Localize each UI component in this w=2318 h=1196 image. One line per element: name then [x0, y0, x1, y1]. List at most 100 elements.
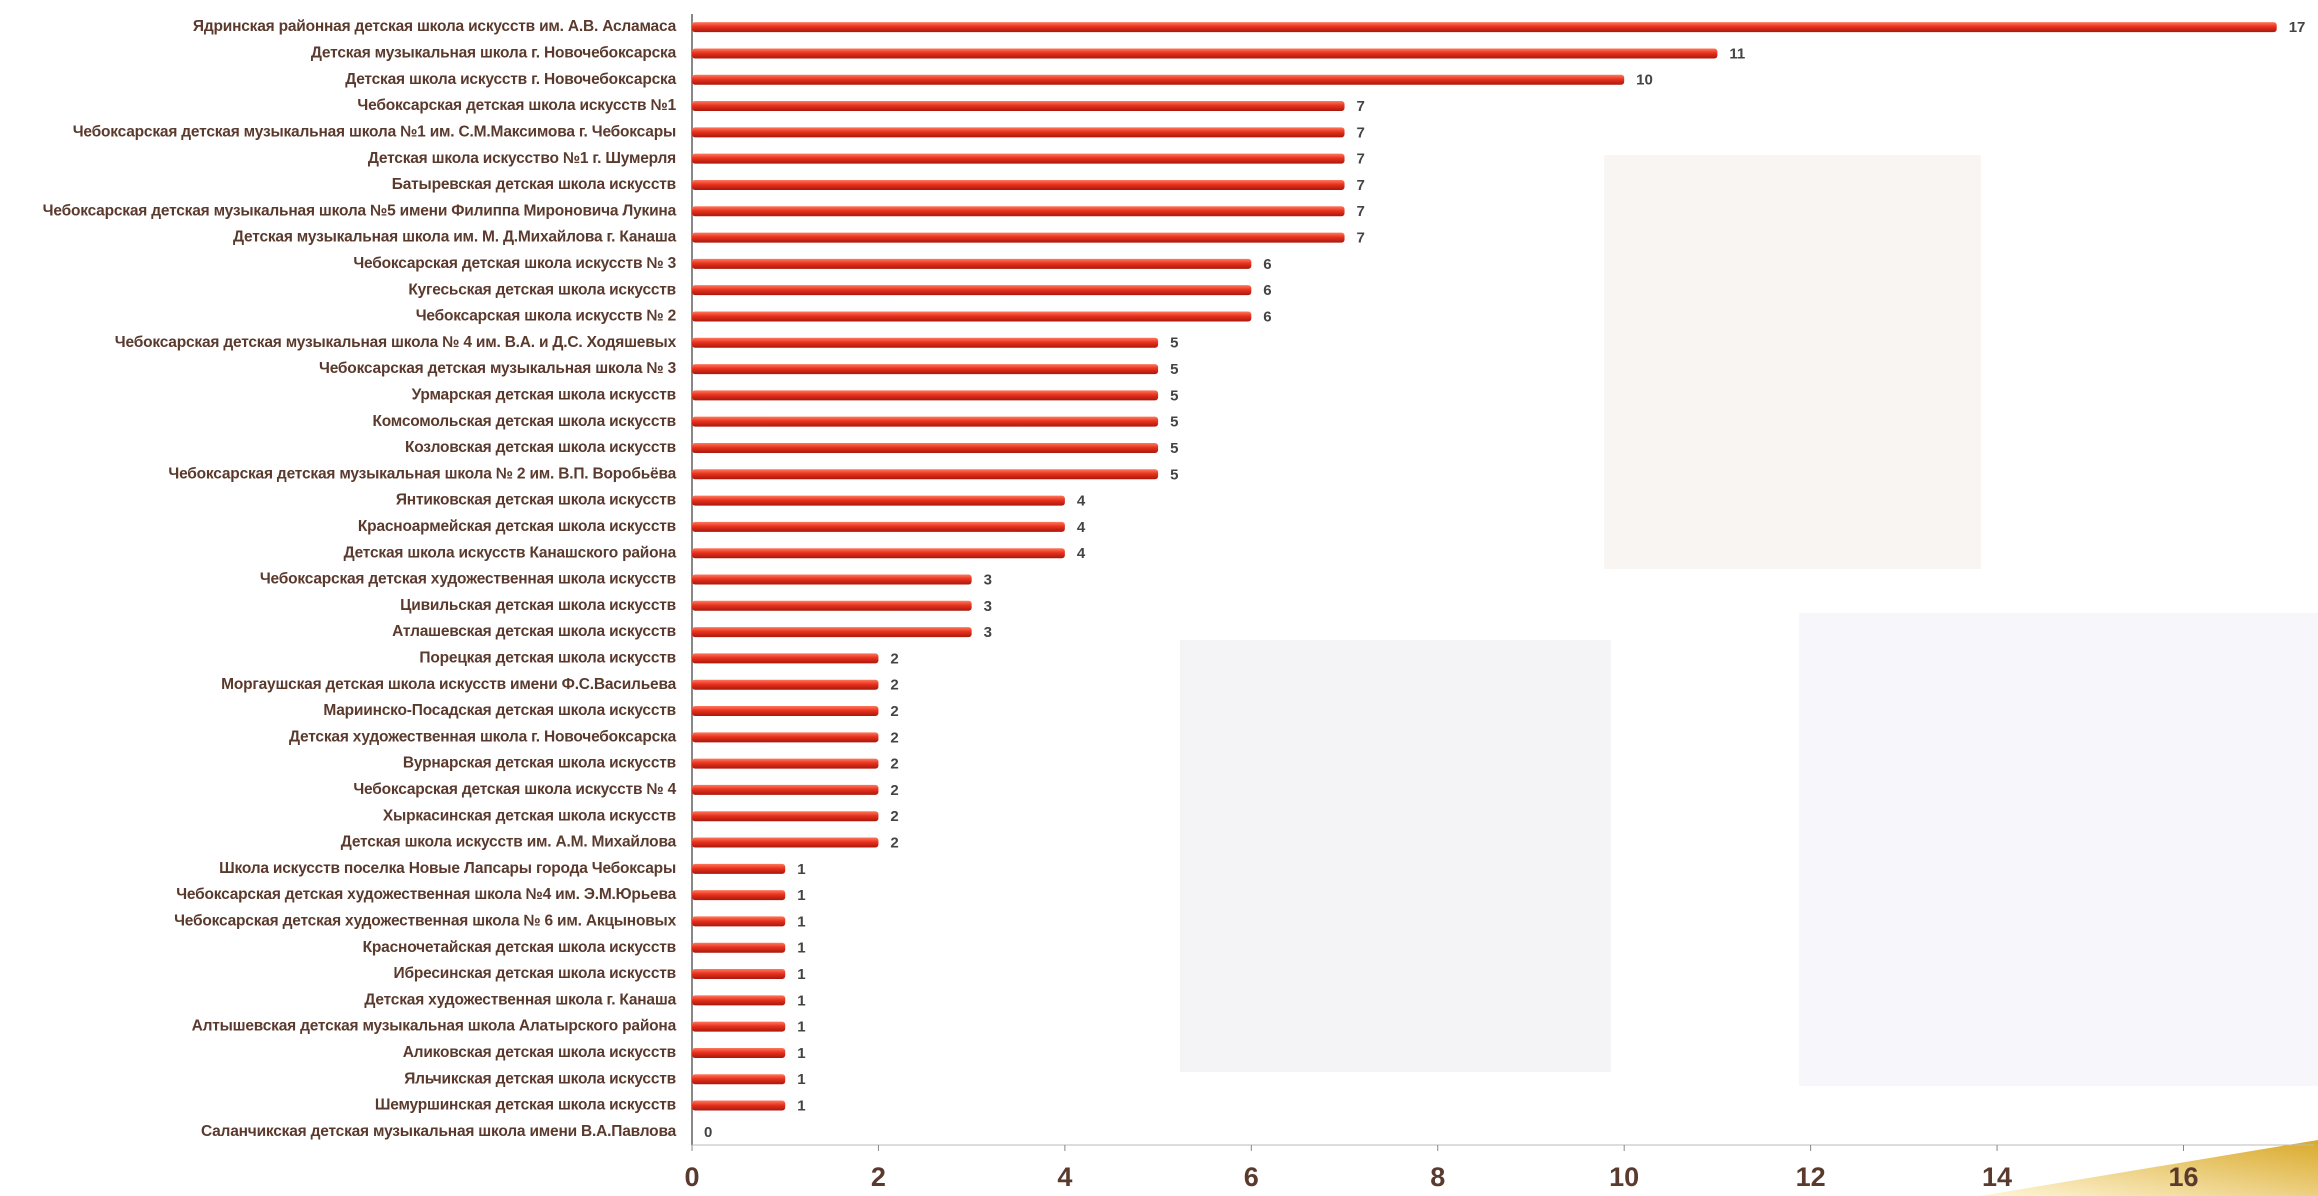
value-label: 6: [1263, 256, 1271, 273]
bar: [692, 495, 1065, 506]
bar: [692, 574, 972, 585]
value-label: 3: [984, 598, 992, 615]
bar: [692, 179, 1345, 190]
value-label: 7: [1357, 151, 1365, 168]
value-label: 7: [1357, 98, 1365, 115]
value-label: 11: [1729, 45, 1745, 62]
decoration: [1980, 1140, 2318, 1196]
image-painting: [1180, 640, 1611, 1072]
bar: [692, 1021, 786, 1032]
value-label: 6: [1263, 308, 1271, 325]
category-label: Детская школа искусств г. Новочебоксарск…: [345, 71, 676, 88]
category-label: Детская художественная школа г. Новочебо…: [289, 728, 677, 745]
bar: [692, 548, 1065, 559]
category-label: Чебоксарская детская школа искусств №1: [357, 97, 676, 114]
bar: [692, 127, 1345, 138]
bar: [692, 732, 879, 743]
category-label: Чебоксарская детская музыкальная школа №…: [319, 360, 677, 377]
bar: [692, 916, 786, 927]
category-label: Чебоксарская детская музыкальная школа №…: [43, 202, 677, 219]
value-label: 4: [1077, 545, 1086, 562]
bar: [692, 337, 1159, 348]
bar: [692, 521, 1065, 532]
value-label: 17: [2289, 19, 2306, 36]
category-label: Моргаушская детская школа искусств имени…: [221, 676, 676, 693]
category-label: Красночетайская детская школа искусств: [363, 939, 676, 956]
value-label: 1: [797, 1045, 805, 1062]
category-label: Батыревская детская школа искусств: [392, 176, 676, 193]
bar: [692, 890, 786, 901]
value-label: 2: [890, 782, 898, 799]
category-label: Чебоксарская детская музыкальная школа №…: [115, 334, 677, 351]
image-singer: [1604, 155, 1981, 569]
category-label: Чебоксарская детская художественная школ…: [260, 571, 676, 588]
bar: [692, 153, 1345, 164]
category-label: Атлашевская детская школа искусств: [392, 623, 676, 640]
value-label: 7: [1357, 124, 1365, 141]
value-label: 2: [890, 703, 898, 720]
bar: [692, 22, 2277, 33]
value-label: 0: [704, 1124, 712, 1141]
category-label: Шемуршинская детская школа искусств: [375, 1097, 676, 1114]
category-label: Чебоксарская школа искусств № 2: [416, 308, 676, 325]
bar: [692, 1047, 786, 1058]
value-label: 1: [797, 940, 805, 957]
x-tick-label: 6: [1244, 1162, 1259, 1192]
value-label: 3: [984, 624, 992, 641]
bar: [692, 600, 972, 611]
value-label: 10: [1636, 72, 1653, 89]
category-label: Чебоксарская детская школа искусств № 4: [353, 781, 676, 798]
bar: [692, 706, 879, 717]
category-label: Детская школа искусство №1 г. Шумерля: [368, 150, 676, 167]
bar: [692, 811, 879, 822]
bar: [692, 416, 1159, 427]
x-tick-label: 4: [1057, 1162, 1072, 1192]
category-label: Школа искусств поселка Новые Лапсары гор…: [219, 860, 676, 877]
category-label: Кугесьская детская школа искусств: [408, 281, 676, 298]
value-label: 5: [1170, 361, 1178, 378]
value-label: 1: [797, 887, 805, 904]
value-label: 5: [1170, 440, 1178, 457]
x-tick-label: 0: [684, 1162, 699, 1192]
bar: [692, 232, 1345, 243]
value-label: 2: [890, 756, 898, 773]
bar: [692, 863, 786, 874]
category-label: Детская художественная школа г. Канаша: [364, 991, 676, 1008]
bar: [692, 679, 879, 690]
value-label: 2: [890, 677, 898, 694]
category-label: Яльчикская детская школа искусств: [404, 1070, 676, 1087]
category-label: Детская музыкальная школа им. М. Д.Михай…: [233, 229, 677, 246]
value-label: 2: [890, 729, 898, 746]
bar: [692, 285, 1252, 296]
category-label: Цивильская детская школа искусств: [400, 597, 676, 614]
category-label: Чебоксарская детская музыкальная школа №…: [168, 465, 676, 482]
x-tick-label: 16: [2168, 1162, 2198, 1192]
x-tick-label: 2: [871, 1162, 886, 1192]
value-label: 1: [797, 1071, 805, 1088]
bar: [692, 969, 786, 980]
value-label: 2: [890, 650, 898, 667]
value-label: 6: [1263, 282, 1271, 299]
bar: [692, 74, 1625, 85]
x-tick-label: 12: [1796, 1162, 1826, 1192]
bar: [692, 311, 1252, 322]
category-label: Детская школа искусств им. А.М. Михайлов…: [341, 834, 677, 851]
value-label: 1: [797, 913, 805, 930]
bar: [692, 1100, 786, 1111]
bar: [692, 390, 1159, 401]
category-label: Ибресинская детская школа искусств: [394, 965, 676, 982]
image-dancers: [1799, 613, 2318, 1086]
category-label: Мариинско-Посадская детская школа искусс…: [323, 702, 676, 719]
bar: [692, 758, 879, 769]
bar: [692, 837, 879, 848]
value-label: 5: [1170, 335, 1178, 352]
value-label: 2: [890, 808, 898, 825]
category-label: Хыркасинская детская школа искусств: [383, 807, 676, 824]
bar: [692, 48, 1718, 59]
category-label: Детская школа искусств Канашского района: [344, 544, 677, 561]
category-label: Чебоксарская детская художественная школ…: [174, 913, 676, 930]
value-label: 7: [1357, 177, 1365, 194]
category-label: Детская музыкальная школа г. Новочебокса…: [311, 45, 677, 62]
bar: [692, 101, 1345, 112]
